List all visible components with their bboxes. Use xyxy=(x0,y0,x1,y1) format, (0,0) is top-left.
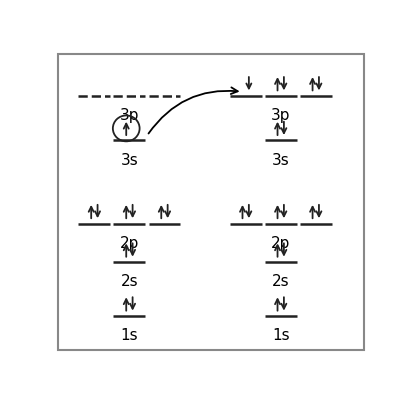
Text: 3p: 3p xyxy=(271,108,291,123)
Text: 2p: 2p xyxy=(271,236,291,251)
Text: 2s: 2s xyxy=(120,274,138,289)
Text: 3p: 3p xyxy=(120,108,139,123)
Text: 3s: 3s xyxy=(120,153,138,168)
Text: 1s: 1s xyxy=(272,328,289,343)
Text: 3s: 3s xyxy=(272,153,290,168)
Text: 2s: 2s xyxy=(272,274,289,289)
Text: 1s: 1s xyxy=(120,328,138,343)
Text: 2p: 2p xyxy=(120,236,139,251)
